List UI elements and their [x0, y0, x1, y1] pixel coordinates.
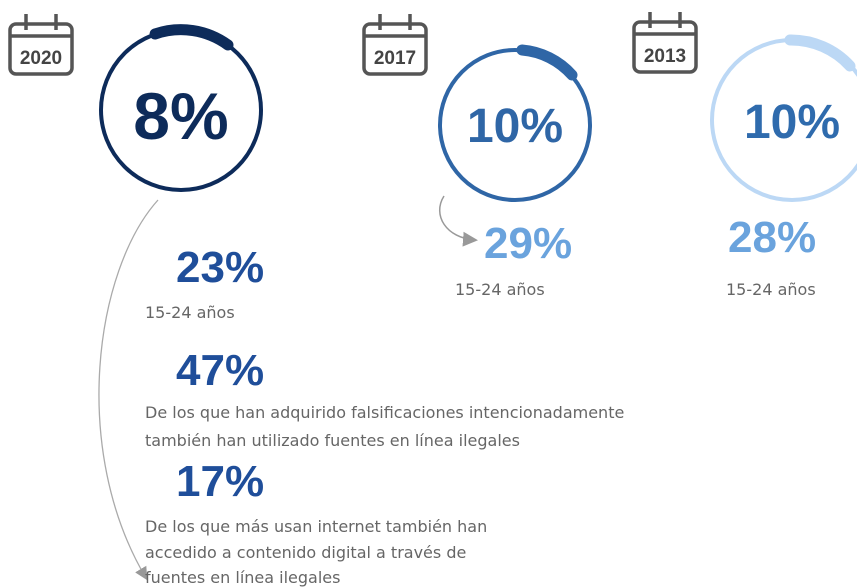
youth-value: 29%: [484, 219, 572, 268]
ring-accent: [784, 34, 856, 72]
fact-text: De los que han adquirido falsificaciones…: [145, 403, 624, 422]
youth-label: 15-24 años: [145, 303, 235, 322]
fact-value: 17%: [176, 457, 264, 506]
main-value: 10%: [744, 96, 840, 149]
year: 2017: [374, 48, 416, 69]
year: 2020: [20, 48, 62, 69]
connector: [438, 195, 478, 247]
fact-text: De los que más usan internet también han: [145, 517, 487, 536]
ring-accent: [149, 24, 234, 51]
calendar-icon: [8, 12, 698, 76]
fact-text: también han utilizado fuentes en línea i…: [145, 431, 520, 450]
connector: [98, 199, 159, 581]
ring-accent: [516, 44, 578, 81]
fact-text: fuentes en línea ilegales: [145, 568, 340, 587]
youth-label: 15-24 años: [455, 280, 545, 299]
fact-text: accedido a contenido digital a través de: [145, 543, 466, 562]
year: 2013: [644, 46, 686, 67]
youth-label: 15-24 años: [726, 280, 816, 299]
main-value: 10%: [467, 100, 563, 153]
fact-value: 47%: [176, 346, 264, 395]
youth-value: 23%: [176, 243, 264, 292]
youth-value: 28%: [728, 213, 816, 262]
main-value: 8%: [133, 79, 228, 153]
ring: [438, 48, 592, 202]
